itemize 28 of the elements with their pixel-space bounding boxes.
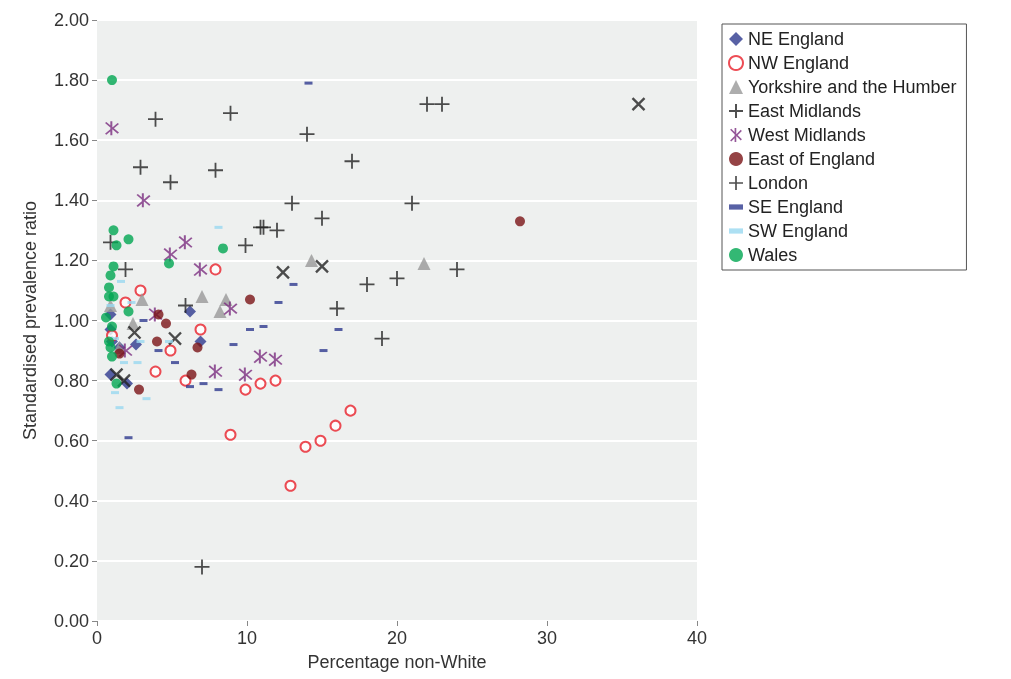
y-tick-label: 0.20 bbox=[53, 550, 89, 571]
legend-label: West Midlands bbox=[748, 125, 866, 145]
y-axis-title: Standardised prevalence ratio bbox=[20, 200, 40, 441]
legend-label: NW England bbox=[748, 53, 850, 73]
y-tick-label: 0.60 bbox=[53, 430, 89, 451]
legend-label: NE England bbox=[748, 29, 845, 49]
y-tick-label: 1.20 bbox=[53, 250, 89, 271]
y-tick-label: 1.60 bbox=[53, 130, 89, 151]
legend-label: East of England bbox=[748, 149, 876, 169]
y-tick-label: 1.00 bbox=[53, 310, 89, 331]
x-tick-label: 0 bbox=[91, 628, 103, 648]
legend-label: East Midlands bbox=[748, 101, 862, 121]
x-tick-label: 40 bbox=[686, 628, 708, 648]
x-tick-label: 20 bbox=[386, 628, 408, 648]
y-tick-label: 0.00 bbox=[53, 611, 89, 631]
y-tick-label: 0.80 bbox=[53, 370, 89, 391]
x-tick-label: 30 bbox=[536, 628, 558, 648]
y-tick-label: 2.00 bbox=[53, 10, 89, 30]
legend-label: London bbox=[748, 173, 809, 193]
legend-label: Wales bbox=[748, 245, 798, 265]
x-axis-title: Percentage non-White bbox=[307, 652, 487, 672]
legend-label: Yorkshire and the Humber bbox=[748, 77, 957, 97]
y-tick-label: 1.80 bbox=[53, 70, 89, 91]
legend-label: SW England bbox=[748, 221, 849, 241]
y-tick-label: 0.40 bbox=[53, 490, 89, 511]
legend-label: SE England bbox=[748, 197, 844, 217]
x-tick-label: 10 bbox=[236, 628, 258, 648]
y-tick-label: 1.40 bbox=[53, 190, 89, 211]
